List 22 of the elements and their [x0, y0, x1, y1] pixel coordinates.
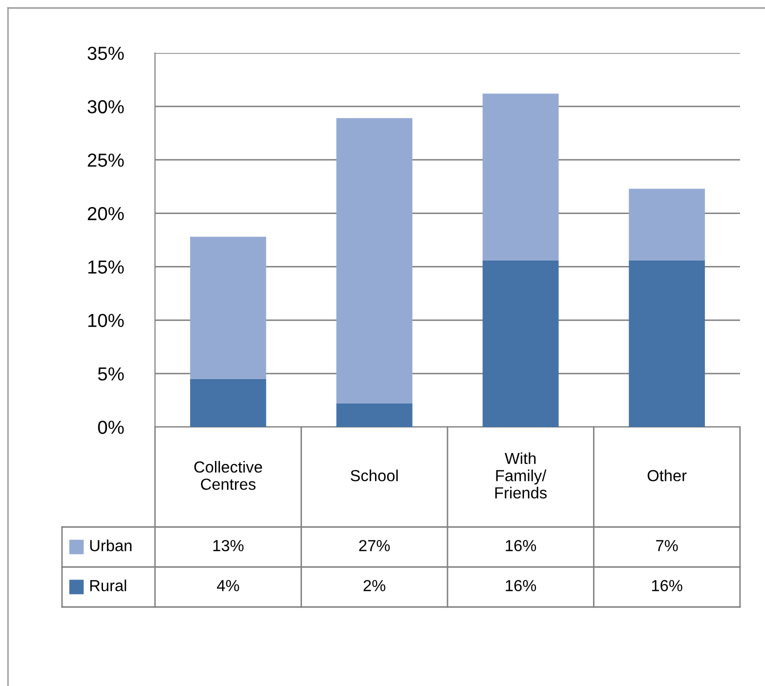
y-tick-label: 25% — [88, 154, 124, 167]
y-tick-label: 35% — [88, 46, 124, 60]
x-tick-label: With Family/ Friends — [495, 452, 547, 498]
y-tick-label: 15% — [88, 260, 124, 274]
x-tick-label: Collective Centres — [194, 460, 262, 490]
data-label: 16% — [506, 540, 536, 552]
y-tick-label: 0% — [98, 420, 124, 434]
y-tick-label: 20% — [88, 206, 124, 220]
x-tick-label: School — [350, 470, 398, 482]
data-label: 4% — [216, 580, 240, 592]
data-label: 13% — [213, 540, 244, 552]
legend-label: Urban — [90, 540, 132, 552]
y-tick-label: 30% — [88, 100, 124, 114]
y-tick-label: 5% — [98, 367, 124, 381]
data-label: 27% — [359, 540, 390, 552]
data-label: 16% — [652, 580, 682, 592]
data-label: 7% — [656, 540, 678, 552]
y-tick-label: 10% — [88, 314, 124, 328]
legend-label: Rural — [90, 580, 126, 592]
data-label: 2% — [364, 580, 386, 592]
data-label: 16% — [506, 580, 536, 592]
x-tick-label: Other — [648, 470, 687, 482]
